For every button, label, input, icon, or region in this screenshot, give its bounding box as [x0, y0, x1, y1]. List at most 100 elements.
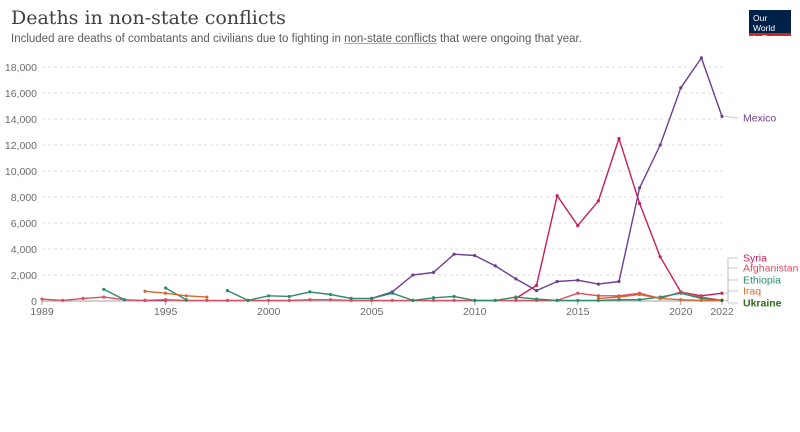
data-point-mexico	[637, 186, 642, 190]
y-tick-label: 10,000	[5, 166, 37, 178]
subtitle-text-end: that were ongoing that year.	[436, 33, 582, 45]
series-iraq	[143, 289, 724, 302]
data-point-afghanistan	[514, 298, 518, 302]
our-world-in-data-logo[interactable]: Our World in Data	[749, 10, 791, 43]
logo-line-2: in Data	[753, 33, 780, 43]
data-point-ethiopia	[493, 298, 497, 302]
data-point-iraq	[596, 296, 600, 300]
data-point-ethiopia	[534, 297, 539, 301]
label-connector-syria	[725, 257, 738, 294]
data-point-mexico	[534, 289, 539, 293]
data-point-iraq	[699, 298, 703, 302]
data-point-afghanistan	[452, 298, 456, 302]
data-point-ethiopia	[102, 287, 106, 291]
series-label-iraq: Iraq	[743, 286, 761, 298]
y-tick-label: 6,000	[11, 218, 37, 230]
data-point-mexico	[720, 114, 724, 118]
x-tick-label: 1989	[30, 306, 54, 318]
data-point-afghanistan	[40, 297, 44, 301]
data-point-syria	[637, 201, 642, 206]
data-point-ethiopia	[617, 298, 621, 302]
data-point-afghanistan	[431, 298, 436, 302]
data-point-syria	[720, 291, 724, 295]
data-point-mexico	[452, 252, 456, 256]
x-tick-label: 2010	[463, 306, 487, 318]
data-point-ethiopia	[122, 298, 127, 302]
data-point-ethiopia	[473, 298, 477, 302]
data-point-afghanistan	[61, 298, 65, 302]
data-point-ethiopia	[411, 298, 415, 302]
data-point-ethiopia	[287, 294, 291, 299]
data-point-ethiopia	[349, 296, 353, 300]
y-tick-label: 4,000	[11, 244, 37, 256]
label-connector-ukraine	[725, 299, 738, 304]
series-label-ethiopia: Ethiopia	[743, 275, 781, 287]
subtitle-text-start: Included are deaths of combatants and ci…	[11, 33, 345, 45]
series-labels: Mexico SyriaAfghanistanEthiopiaIraqUkrain…	[724, 113, 799, 310]
data-point-afghanistan	[205, 298, 209, 302]
data-point-syria	[576, 224, 580, 228]
y-tick-label: 8,000	[11, 192, 37, 204]
data-point-ethiopia	[637, 298, 642, 302]
label-connector-mexico	[724, 116, 739, 119]
data-point-mexico	[411, 273, 415, 277]
data-point-afghanistan	[102, 295, 106, 299]
data-point-afghanistan	[81, 296, 85, 300]
y-tick-label: 14,000	[5, 114, 37, 126]
non-state-conflicts-link[interactable]: non-state conflicts	[344, 33, 437, 45]
data-point-mexico	[596, 282, 600, 286]
label-connector-iraq	[725, 290, 738, 301]
data-point-afghanistan	[143, 298, 147, 302]
data-point-ethiopia	[390, 291, 394, 295]
y-tick-label: 18,000	[5, 62, 37, 74]
data-point-mexico	[493, 264, 497, 268]
series-ethiopia	[102, 286, 724, 302]
series-line-afghanistan	[41, 291, 723, 302]
data-point-ethiopia	[514, 295, 518, 299]
axes: 0 2,000 4,000 6,000 8,000 10,000 12,000 14,000 1…	[5, 62, 734, 318]
data-point-iraq	[143, 289, 147, 293]
data-point-afghanistan	[596, 294, 600, 298]
data-point-afghanistan	[308, 298, 312, 302]
data-point-afghanistan	[287, 298, 291, 302]
data-point-mexico	[658, 143, 662, 147]
data-point-mexico	[555, 279, 559, 284]
series-line-mexico	[371, 57, 723, 300]
series-label-mexico: Mexico	[743, 113, 776, 125]
data-point-ethiopia	[370, 296, 374, 300]
data-point-mexico	[576, 278, 580, 282]
series-line-ethiopia	[103, 288, 125, 301]
data-point-afghanistan	[164, 298, 168, 302]
data-point-syria	[617, 136, 621, 141]
data-point-mexico	[431, 270, 436, 274]
series-line-iraq	[144, 290, 207, 298]
data-point-syria	[555, 194, 559, 198]
data-point-ethiopia	[184, 298, 188, 302]
y-tick-label: 16,000	[5, 88, 37, 100]
data-point-ethiopia	[328, 292, 333, 297]
data-point-syria	[534, 283, 539, 287]
data-point-ethiopia	[576, 298, 580, 302]
data-point-mexico	[514, 277, 518, 281]
data-point-ethiopia	[267, 294, 271, 298]
data-point-ukraine	[720, 298, 724, 302]
data-point-iraq	[658, 296, 662, 300]
x-tick-label: 1995	[154, 306, 178, 318]
data-point-iraq	[184, 294, 188, 298]
data-point-ethiopia	[452, 294, 456, 299]
data-point-iraq	[205, 295, 209, 299]
series-syria	[514, 136, 724, 300]
data-point-afghanistan	[225, 298, 230, 302]
data-point-afghanistan	[576, 291, 580, 295]
chart-subtitle: Included are deaths of combatants and ci…	[11, 33, 582, 45]
x-tick-label: 2005	[360, 306, 384, 318]
chart-title: Deaths in non-state conflicts	[11, 7, 286, 29]
series-ukraine	[720, 298, 724, 302]
data-point-ethiopia	[431, 296, 436, 300]
data-point-iraq	[164, 291, 168, 295]
data-point-afghanistan	[328, 298, 333, 302]
series	[40, 56, 724, 302]
data-point-ethiopia	[246, 298, 250, 302]
label-connector-afghanistan	[725, 267, 738, 301]
data-point-ethiopia	[164, 286, 168, 290]
